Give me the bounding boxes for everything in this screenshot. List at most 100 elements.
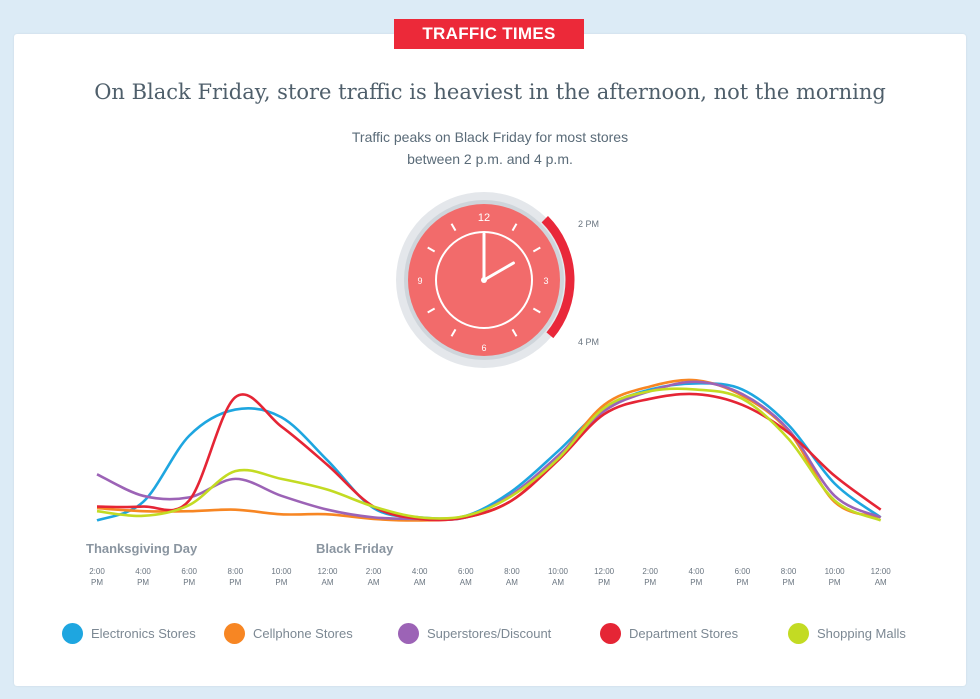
x-tick-label: 10:00 AM: [538, 566, 578, 588]
clock-number-3: 3: [543, 276, 548, 286]
x-tick-ampm: PM: [137, 578, 150, 587]
x-tick-ampm: PM: [183, 578, 196, 587]
legend-dot-cellphone: [224, 623, 245, 644]
x-tick-ampm: PM: [828, 578, 841, 587]
x-tick-ampm: PM: [229, 578, 242, 587]
x-tick-ampm: AM: [367, 578, 380, 587]
series-line-department-stores: [96, 392, 882, 522]
x-tick-time: 10:00: [271, 567, 292, 576]
x-tick-time: 12:00: [317, 567, 338, 576]
x-tick-label: 10:00 PM: [815, 566, 855, 588]
x-tick-ampm: PM: [598, 578, 611, 587]
x-tick-ampm: PM: [275, 578, 288, 587]
series-line-shopping-malls: [96, 387, 882, 522]
x-tick-time: 8:00: [504, 567, 520, 576]
x-tick-label: 12:00 PM: [584, 566, 624, 588]
x-tick-ampm: AM: [874, 578, 887, 587]
clock-tick: [532, 307, 541, 314]
x-tick-ampm: AM: [413, 578, 426, 587]
x-tick-label: 6:00 PM: [722, 566, 762, 588]
clock-number-12: 12: [478, 212, 490, 224]
legend-label-cellphone: Cellphone Stores: [253, 626, 353, 641]
x-tick-ampm: AM: [321, 578, 334, 587]
clock-tick: [450, 328, 457, 337]
x-tick-ampm: PM: [690, 578, 703, 587]
clock-tick: [511, 328, 518, 337]
legend-dot-superstores: [398, 623, 419, 644]
x-tick-time: 4:00: [411, 567, 428, 576]
x-tick-time: 4:00: [688, 567, 705, 576]
legend-label-shopping-malls: Shopping Malls: [817, 626, 906, 641]
x-tick-label: 4:00 AM: [400, 566, 440, 588]
x-tick-label: 8:00 AM: [492, 566, 532, 588]
x-tick-label: 2:00 PM: [630, 566, 670, 588]
clock-tick: [450, 223, 457, 232]
clock-center: [481, 277, 487, 283]
x-tick-ampm: AM: [552, 578, 564, 587]
x-tick-time: 8:00: [227, 567, 244, 576]
x-tick-ampm: PM: [782, 578, 795, 587]
clock-number-9: 9: [417, 276, 422, 286]
clock-icon: 12 3 6 9 2 PM 4 PM: [396, 192, 599, 368]
chart-subtitle: Traffic peaks on Black Friday for most s…: [0, 126, 980, 170]
legend-dot-department: [600, 623, 621, 644]
x-tick-label: 8:00 PM: [215, 566, 255, 588]
legend-item-shopping-malls: Shopping Malls: [788, 623, 906, 644]
x-tick-time: 12:00: [870, 567, 891, 576]
subtitle-line-1: Traffic peaks on Black Friday for most s…: [351, 129, 629, 145]
x-tick-ampm: AM: [459, 578, 472, 587]
x-tick-time: 6:00: [734, 567, 751, 576]
x-tick-time: 10:00: [824, 567, 845, 576]
x-tick-time: 2:00: [642, 567, 658, 576]
x-tick-label: 4:00 PM: [676, 566, 716, 588]
x-tick-ampm: PM: [644, 578, 657, 587]
clock-tick: [532, 246, 541, 253]
x-tick-time: 12:00: [594, 567, 615, 576]
traffic-times-banner: TRAFFIC TIMES: [394, 19, 584, 49]
clock-range-arc: [541, 216, 575, 339]
legend-dot-electronics: [62, 623, 83, 644]
clock-hour-hand: [482, 261, 515, 282]
x-tick-label: 2:00 PM: [77, 566, 117, 588]
legend-label-electronics: Electronics Stores: [91, 626, 196, 641]
legend-dot-shopping-malls: [788, 623, 809, 644]
legend-item-department: Department Stores: [600, 623, 738, 644]
legend-item-superstores: Superstores/Discount: [398, 623, 551, 644]
x-tick-label: 4:00 PM: [123, 566, 163, 588]
x-tick-label: 12:00 AM: [308, 566, 348, 588]
x-tick-time: 4:00: [135, 567, 151, 576]
x-tick-time: 10:00: [547, 567, 569, 576]
x-tick-time: 6:00: [458, 567, 474, 576]
clock-number-6: 6: [481, 343, 486, 353]
series-line-electronics-stores: [96, 382, 882, 522]
x-tick-time: 2:00: [89, 567, 105, 576]
x-tick-ampm: PM: [91, 578, 103, 587]
page-title: On Black Friday, store traffic is heavie…: [94, 80, 886, 104]
x-tick-label: 2:00 AM: [354, 566, 394, 588]
x-tick-ampm: PM: [736, 578, 749, 587]
x-tick-label: 6:00 PM: [169, 566, 209, 588]
clock-range-end-label: 4 PM: [578, 337, 599, 347]
x-tick-label: 12:00 AM: [861, 566, 901, 588]
x-tick-time: 6:00: [181, 567, 197, 576]
clock-inner-ring: [435, 231, 533, 329]
clock-range-start-label: 2 PM: [578, 219, 599, 229]
x-tick-ampm: AM: [505, 578, 518, 587]
period-label-black-friday: Black Friday: [316, 541, 394, 556]
x-tick-time: 2:00: [365, 567, 382, 576]
legend-item-cellphone: Cellphone Stores: [224, 623, 353, 644]
clock-tick: [427, 246, 436, 253]
x-tick-time: 8:00: [780, 567, 797, 576]
legend-label-superstores: Superstores/Discount: [427, 626, 552, 641]
x-tick-label: 8:00 PM: [769, 566, 809, 588]
x-tick-label: 10:00 PM: [261, 566, 301, 588]
clock-tick: [427, 307, 436, 314]
legend-label-department: Department Stores: [629, 626, 739, 641]
subtitle-line-2: between 2 p.m. and 4 p.m.: [407, 151, 573, 167]
clock-tick: [511, 223, 518, 232]
legend-item-electronics: Electronics Stores: [62, 623, 196, 644]
clock-ticks: [427, 223, 541, 337]
period-label-thanksgiving: Thanksgiving Day: [86, 541, 198, 556]
series-lines: [96, 378, 882, 522]
